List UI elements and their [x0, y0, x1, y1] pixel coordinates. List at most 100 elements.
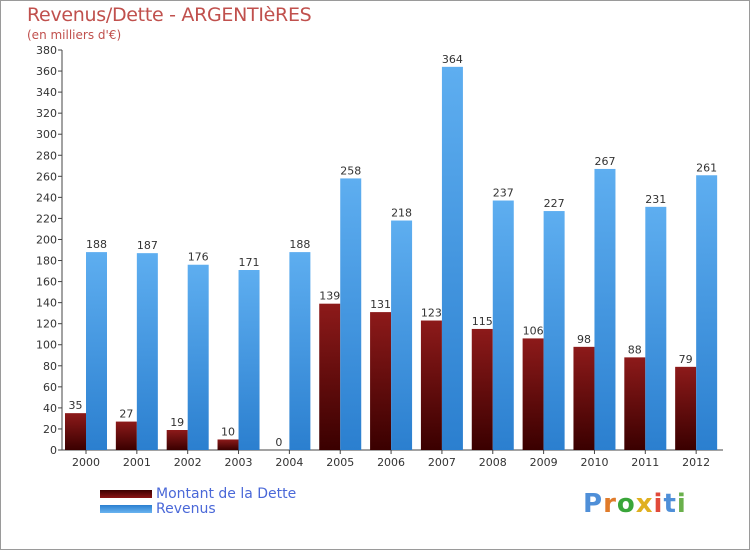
- data-label-revenus: 258: [340, 164, 361, 177]
- bar-revenus: [187, 264, 209, 450]
- plot-area: 0204060801001201401601802002202402602803…: [36, 44, 723, 469]
- data-label-revenus: 364: [442, 53, 463, 66]
- logo-letter: t: [663, 489, 677, 519]
- y-tick-label: 180: [36, 255, 57, 268]
- chart-subtitle: (en milliers d'€): [27, 28, 122, 42]
- bar-dette: [65, 413, 86, 450]
- proxiti-logo: Proxiti: [583, 489, 687, 519]
- logo-letter: x: [635, 489, 654, 519]
- y-tick-label: 160: [36, 276, 57, 289]
- y-tick-label: 340: [36, 86, 57, 99]
- bar-dette: [370, 312, 392, 450]
- bar-revenus: [136, 253, 158, 450]
- x-tick-label: 2003: [225, 456, 253, 469]
- data-label-dette: 115: [472, 315, 493, 328]
- bar-revenus: [594, 168, 616, 450]
- y-tick-label: 80: [43, 360, 57, 373]
- data-label-dette: 27: [119, 408, 133, 421]
- x-tick-label: 2008: [479, 456, 507, 469]
- y-tick-label: 320: [36, 107, 57, 120]
- bar-revenus: [289, 252, 311, 450]
- chart-title: Revenus/Dette - ARGENTIèRES: [27, 4, 312, 26]
- bar-revenus: [492, 200, 514, 450]
- y-tick-label: 200: [36, 233, 57, 246]
- bar-dette: [166, 430, 188, 450]
- bar-revenus: [441, 66, 463, 450]
- y-tick-label: 280: [36, 149, 57, 162]
- y-tick-label: 300: [36, 128, 57, 141]
- data-label-revenus: 267: [594, 155, 615, 168]
- data-label-revenus: 187: [137, 239, 158, 252]
- y-tick-label: 0: [50, 444, 57, 457]
- y-tick-label: 60: [43, 381, 57, 394]
- bar-revenus: [543, 211, 565, 450]
- bar-dette: [522, 338, 544, 450]
- y-tick-label: 100: [36, 339, 57, 352]
- y-tick-label: 20: [43, 423, 57, 436]
- legend-swatch-dette: [100, 490, 152, 498]
- bar-dette: [217, 439, 239, 450]
- x-tick-label: 2009: [530, 456, 558, 469]
- data-label-dette: 131: [370, 298, 391, 311]
- x-tick-label: 2000: [72, 456, 100, 469]
- y-tick-label: 220: [36, 212, 57, 225]
- data-label-revenus: 237: [493, 187, 514, 200]
- bar-revenus: [696, 175, 718, 450]
- data-label-dette: 35: [69, 399, 83, 412]
- x-tick-label: 2012: [682, 456, 710, 469]
- y-tick-label: 120: [36, 318, 57, 331]
- bar-dette: [115, 421, 137, 450]
- data-label-dette: 10: [221, 425, 235, 438]
- legend-label-revenus: Revenus: [156, 501, 216, 517]
- x-tick-label: 2011: [631, 456, 659, 469]
- data-label-dette: 139: [319, 290, 340, 303]
- logo-letter: i: [653, 489, 664, 519]
- legend-label-dette: Montant de la Dette: [156, 486, 297, 502]
- x-tick-label: 2010: [580, 456, 608, 469]
- data-label-revenus: 261: [696, 161, 717, 174]
- x-tick-label: 2002: [174, 456, 202, 469]
- x-tick-label: 2006: [377, 456, 405, 469]
- data-label-revenus: 188: [289, 238, 310, 251]
- data-label-revenus: 176: [188, 251, 209, 264]
- legend-item-revenus: Revenus: [100, 501, 216, 517]
- bar-dette: [573, 346, 595, 450]
- data-label-revenus: 231: [645, 193, 666, 206]
- bar-revenus: [645, 206, 667, 450]
- x-tick-label: 2004: [275, 456, 303, 469]
- bar-revenus: [86, 252, 107, 450]
- bar-dette: [420, 320, 442, 450]
- data-label-dette: 106: [523, 324, 544, 337]
- data-label-dette: 19: [170, 416, 184, 429]
- y-tick-label: 140: [36, 297, 57, 310]
- bar-dette: [624, 357, 646, 450]
- data-label-revenus: 188: [86, 238, 107, 251]
- x-tick-label: 2005: [326, 456, 354, 469]
- y-tick-label: 260: [36, 170, 57, 183]
- logo-letter: r: [603, 489, 617, 519]
- logo-letter: P: [583, 489, 604, 519]
- data-label-revenus: 218: [391, 207, 412, 220]
- y-tick-label: 40: [43, 402, 57, 415]
- y-tick-label: 240: [36, 191, 57, 204]
- data-label-revenus: 227: [544, 197, 565, 210]
- bar-revenus: [340, 178, 362, 450]
- y-tick-label: 380: [36, 44, 57, 57]
- x-tick-label: 2007: [428, 456, 456, 469]
- data-label-dette: 79: [679, 353, 693, 366]
- data-label-dette: 88: [628, 343, 642, 356]
- data-label-dette: 123: [421, 307, 442, 320]
- x-tick-label: 2001: [123, 456, 151, 469]
- bar-dette: [675, 366, 697, 450]
- y-tick-label: 360: [36, 65, 57, 78]
- bar-revenus: [391, 220, 413, 450]
- data-label-revenus: 171: [239, 256, 260, 269]
- bar-revenus: [238, 270, 260, 450]
- data-label-dette: 98: [577, 333, 591, 346]
- bar-dette: [319, 303, 341, 450]
- bar-dette: [471, 328, 493, 450]
- data-label-dette: 0: [275, 436, 282, 449]
- legend-swatch-revenus: [100, 505, 152, 513]
